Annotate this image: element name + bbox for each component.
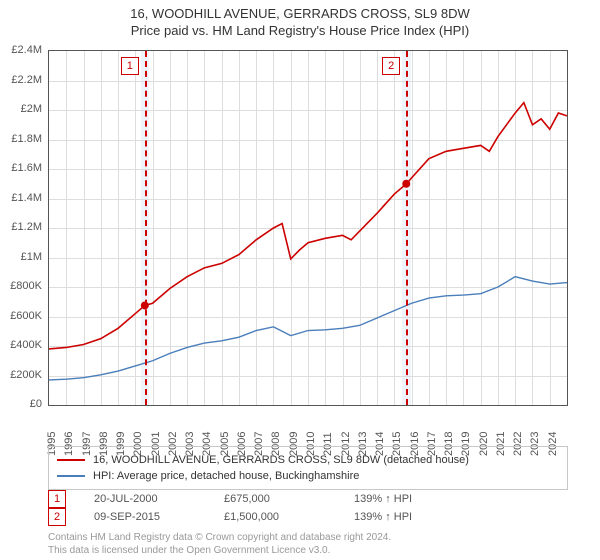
legend: 16, WOODHILL AVENUE, GERRARDS CROSS, SL9… — [48, 446, 568, 490]
chart-title-area: 16, WOODHILL AVENUE, GERRARDS CROSS, SL9… — [0, 0, 600, 38]
event-row: 2 09-SEP-2015£1,500,000139% ↑ HPI — [48, 508, 568, 526]
legend-item: 16, WOODHILL AVENUE, GERRARDS CROSS, SL9… — [57, 452, 559, 468]
event-hpi: 139% ↑ HPI — [354, 493, 464, 505]
event-date: 09-SEP-2015 — [94, 511, 224, 523]
event-row-badge: 1 — [48, 490, 66, 508]
series-hpi — [49, 277, 567, 380]
y-tick-label: £1.2M — [11, 221, 42, 233]
event-line — [145, 51, 147, 405]
event-hpi: 139% ↑ HPI — [354, 511, 464, 523]
y-axis-labels: £0£200K£400K£600K£800K£1M£1.2M£1.4M£1.6M… — [0, 50, 46, 406]
events-table: 1 20-JUL-2000£675,000139% ↑ HPI 2 09-SEP-20… — [48, 490, 568, 526]
event-row: 1 20-JUL-2000£675,000139% ↑ HPI — [48, 490, 568, 508]
event-line — [406, 51, 408, 405]
event-badge: 1 — [121, 57, 139, 75]
y-tick-label: £0 — [30, 398, 42, 410]
y-tick-label: £1.8M — [11, 133, 42, 145]
y-tick-label: £1.6M — [11, 162, 42, 174]
chart-plot-area: 12 — [48, 50, 568, 406]
legend-label: HPI: Average price, detached house, Buck… — [93, 470, 359, 482]
y-tick-label: £1M — [21, 251, 42, 263]
y-tick-label: £800K — [10, 280, 42, 292]
title-line2: Price paid vs. HM Land Registry's House … — [0, 21, 600, 38]
x-axis-labels: 1995199619971998199920002001200220032004… — [48, 408, 568, 448]
y-tick-label: £1.4M — [11, 192, 42, 204]
event-price: £675,000 — [224, 493, 354, 505]
title-line1: 16, WOODHILL AVENUE, GERRARDS CROSS, SL9… — [0, 6, 600, 21]
legend-swatch — [57, 475, 85, 477]
footer: Contains HM Land Registry data © Crown c… — [48, 532, 568, 557]
legend-label: 16, WOODHILL AVENUE, GERRARDS CROSS, SL9… — [93, 454, 469, 466]
legend-swatch — [57, 459, 85, 461]
footer-line1: Contains HM Land Registry data © Crown c… — [48, 532, 568, 545]
chart-svg — [49, 51, 567, 405]
event-row-badge: 2 — [48, 508, 66, 526]
event-badge: 2 — [382, 57, 400, 75]
event-date: 20-JUL-2000 — [94, 493, 224, 505]
y-tick-label: £200K — [10, 369, 42, 381]
y-tick-label: £2.4M — [11, 44, 42, 56]
footer-line2: This data is licensed under the Open Gov… — [48, 545, 568, 558]
y-tick-label: £2.2M — [11, 74, 42, 86]
series-property — [49, 103, 567, 349]
y-tick-label: £600K — [10, 310, 42, 322]
y-tick-label: £2M — [21, 103, 42, 115]
y-tick-label: £400K — [10, 339, 42, 351]
legend-item: HPI: Average price, detached house, Buck… — [57, 468, 559, 484]
event-price: £1,500,000 — [224, 511, 354, 523]
